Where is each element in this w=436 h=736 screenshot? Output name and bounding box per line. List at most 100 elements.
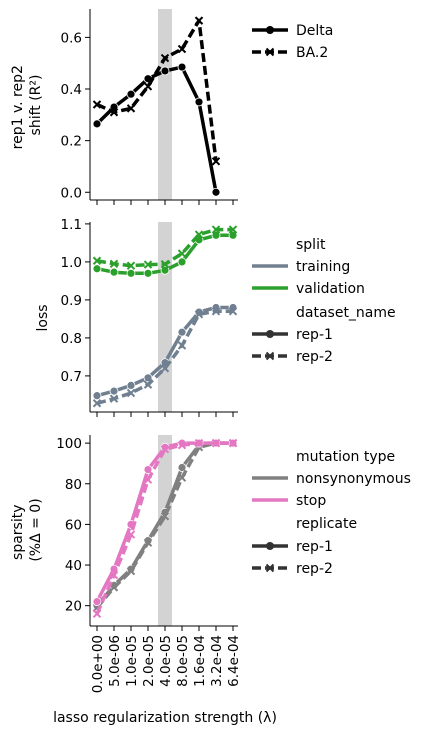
legend-label-ba2: BA.2 (296, 45, 328, 61)
legend-bottom: mutation type nonsynonymous stop replica… (252, 449, 411, 577)
data-point (211, 157, 221, 166)
legend-marker-rep1-middle (266, 330, 274, 338)
legend-title-dataset: dataset_name (296, 305, 396, 321)
panel-bottom: 20 40 60 80 100 0.0e+00 5.0e-06 1.0e-05 2.0e-05… (10, 435, 411, 726)
x-axis-label: lasso regularization strength (λ) (53, 710, 277, 726)
data-point (228, 225, 238, 234)
data-point (177, 257, 187, 267)
legend-label-training: training (296, 259, 350, 275)
data-point (194, 310, 204, 319)
x-ticks-top (96, 200, 234, 205)
x-tick-label: 2.0e-05 (141, 635, 157, 687)
legend-label-rep2-middle: rep-2 (296, 349, 333, 365)
legend-title-split: split (296, 237, 326, 253)
x-tick-label: 3.2e-04 (209, 635, 225, 687)
data-point (109, 259, 119, 269)
legend-marker-rep2-middle (265, 351, 275, 361)
data-point (160, 512, 170, 521)
data-point (109, 386, 119, 396)
legend-marker-rep1-bottom (266, 542, 274, 550)
data-point (143, 475, 153, 484)
data-point (228, 307, 238, 316)
data-point (177, 62, 187, 72)
y-axis-label-top-line1: rep1 v. rep2 (10, 65, 26, 149)
highlight-band-middle (158, 222, 172, 412)
data-point (194, 16, 204, 25)
legend-label-rep1-middle: rep-1 (296, 327, 333, 343)
legend-label-rep1-bottom: rep-1 (296, 539, 333, 555)
series-line (95, 441, 233, 615)
data-point (126, 380, 136, 390)
y-axis-label-bottom-line2: (%Δ = 0) (28, 498, 44, 561)
y-axis-label-bottom-line1: sparsity (10, 504, 26, 559)
data-point (143, 82, 153, 91)
y-axis-label-bottom: sparsity (%Δ = 0) (10, 498, 44, 561)
data-point (211, 438, 221, 448)
data-point (92, 264, 102, 274)
series-line (95, 65, 218, 193)
data-point (109, 267, 119, 277)
x-tick-label: 1.0e-05 (124, 635, 140, 687)
legend-top: Delta BA.2 (252, 23, 333, 61)
x-tick-label: 1.6e-04 (192, 635, 208, 687)
data-point (194, 230, 204, 239)
series-lines-middle (92, 225, 238, 408)
data-point (126, 268, 136, 278)
y-tick-label: 0.9 (61, 293, 82, 309)
legend-marker-ba2 (265, 47, 275, 57)
data-point (92, 119, 102, 129)
data-point (177, 341, 187, 350)
data-point (143, 380, 153, 389)
data-point (177, 463, 187, 472)
legend-label-delta: Delta (296, 23, 333, 39)
series-lines-top (92, 16, 221, 197)
data-point (92, 609, 102, 619)
data-point (109, 108, 119, 117)
data-point (177, 327, 187, 337)
y-tick-label: 0.6 (61, 30, 82, 46)
y-ticks-middle: 0.7 0.8 0.9 1.0 1.1 (61, 217, 90, 385)
data-point (126, 104, 136, 113)
data-point (126, 530, 136, 539)
data-point (160, 66, 170, 76)
data-point (211, 187, 221, 197)
x-tick-label: 4.0e-05 (158, 635, 174, 687)
data-point (160, 364, 170, 373)
series-line (96, 18, 218, 162)
y-tick-label: 0.0 (61, 185, 82, 201)
data-point (126, 261, 136, 270)
data-point (143, 373, 153, 383)
data-point (143, 465, 153, 474)
y-ticks-bottom: 20 40 60 80 100 (56, 436, 90, 615)
data-point (194, 438, 204, 448)
data-point (143, 260, 153, 269)
legend-label-nonsynonymous: nonsynonymous (296, 471, 411, 487)
data-point (177, 473, 187, 482)
data-point (92, 399, 102, 408)
data-point (211, 225, 221, 234)
y-axis-label-top: rep1 v. rep2 shift (R²) (10, 61, 44, 150)
data-point (109, 583, 119, 592)
highlight-band-top (158, 9, 172, 200)
y-tick-label: 0.4 (61, 82, 82, 98)
legend-marker-rep2-bottom (265, 563, 275, 573)
data-point (177, 249, 187, 258)
data-point (177, 44, 187, 54)
y-tick-label: 0.7 (61, 369, 82, 385)
legend-marker-delta (266, 26, 274, 34)
x-tick-label: 8.0e-05 (175, 635, 191, 687)
y-tick-label: 40 (65, 558, 82, 574)
y-tick-label: 80 (65, 477, 82, 493)
data-point (92, 100, 102, 109)
data-point (211, 307, 221, 316)
legend-title-replicate: replicate (296, 516, 357, 532)
data-point (160, 53, 170, 63)
data-point (228, 438, 238, 448)
legend-label-validation: validation (296, 281, 365, 297)
data-point (126, 388, 136, 398)
y-tick-label: 20 (65, 599, 82, 615)
y-tick-label: 1.0 (61, 255, 82, 271)
data-point (126, 89, 136, 99)
y-axis-label-middle: loss (35, 304, 51, 331)
